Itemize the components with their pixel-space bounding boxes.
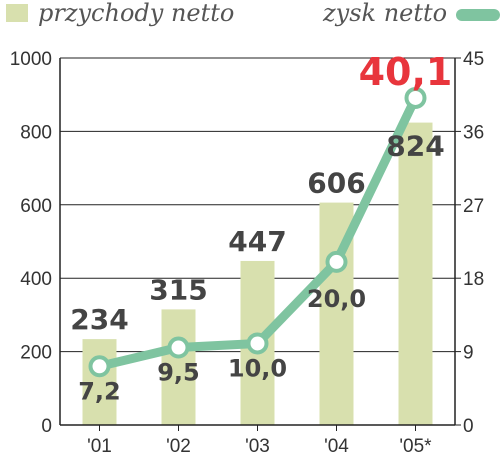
revenue-bar: [161, 309, 196, 425]
profit-point: [404, 86, 427, 109]
profit-value-label: 10,0: [228, 354, 287, 382]
profit-point: [246, 332, 269, 355]
revenue-value-label: 824: [386, 130, 444, 163]
y-right-tick-label: 27: [463, 196, 484, 217]
y-left-tick-label: 600: [20, 196, 52, 217]
data-labels: 234 315 447 606 824 7,2 9,5 10,0 20,0 40,1: [70, 50, 452, 405]
y-right-tick-label: 18: [463, 269, 484, 290]
y-right-tick-label: 45: [463, 49, 484, 70]
legend: przychody netto zysk netto: [6, 0, 500, 27]
profit-value-label: 20,0: [307, 285, 366, 313]
y-left-tick-label: 400: [20, 269, 52, 290]
x-tick-label: '01: [87, 436, 112, 457]
profit-point: [325, 250, 348, 273]
profit-point: [88, 355, 111, 378]
x-tick-label: '05*: [399, 436, 432, 457]
profit-point: [167, 336, 190, 359]
revenue-value-label: 234: [70, 303, 128, 336]
profit-value-label: 7,2: [78, 377, 121, 405]
revenue-bar: [82, 339, 117, 425]
y-left-tick-label: 1000: [10, 49, 52, 70]
y-left-tick-label: 200: [20, 343, 52, 364]
y-left-tick-label: 800: [20, 122, 52, 143]
x-tick-label: '04: [324, 436, 349, 457]
revenue-value-label: 447: [228, 225, 286, 258]
revenue-value-label: 315: [149, 273, 207, 306]
y-left-tick-label: 0: [41, 416, 52, 437]
revenue-value-label: 606: [307, 167, 365, 200]
y-right-tick-label: 9: [463, 343, 474, 364]
profit-line: [88, 86, 427, 378]
y-right-tick-label: 0: [463, 416, 474, 437]
legend-revenue-swatch: [6, 4, 28, 22]
axes: 0 200 400 600 800 1000 0 9 18 27 36 45 '01 '02 '03 '04 '…: [10, 49, 484, 457]
y-right-tick-label: 36: [463, 122, 484, 143]
x-tick-label: '03: [245, 436, 270, 457]
legend-profit-label: zysk netto: [322, 0, 447, 27]
legend-revenue-label: przychody netto: [38, 0, 234, 27]
revenue-bar: [398, 122, 433, 425]
profit-value-label: 9,5: [157, 359, 200, 387]
x-tick-label: '02: [166, 436, 191, 457]
profit-value-label: 40,1: [359, 50, 453, 94]
